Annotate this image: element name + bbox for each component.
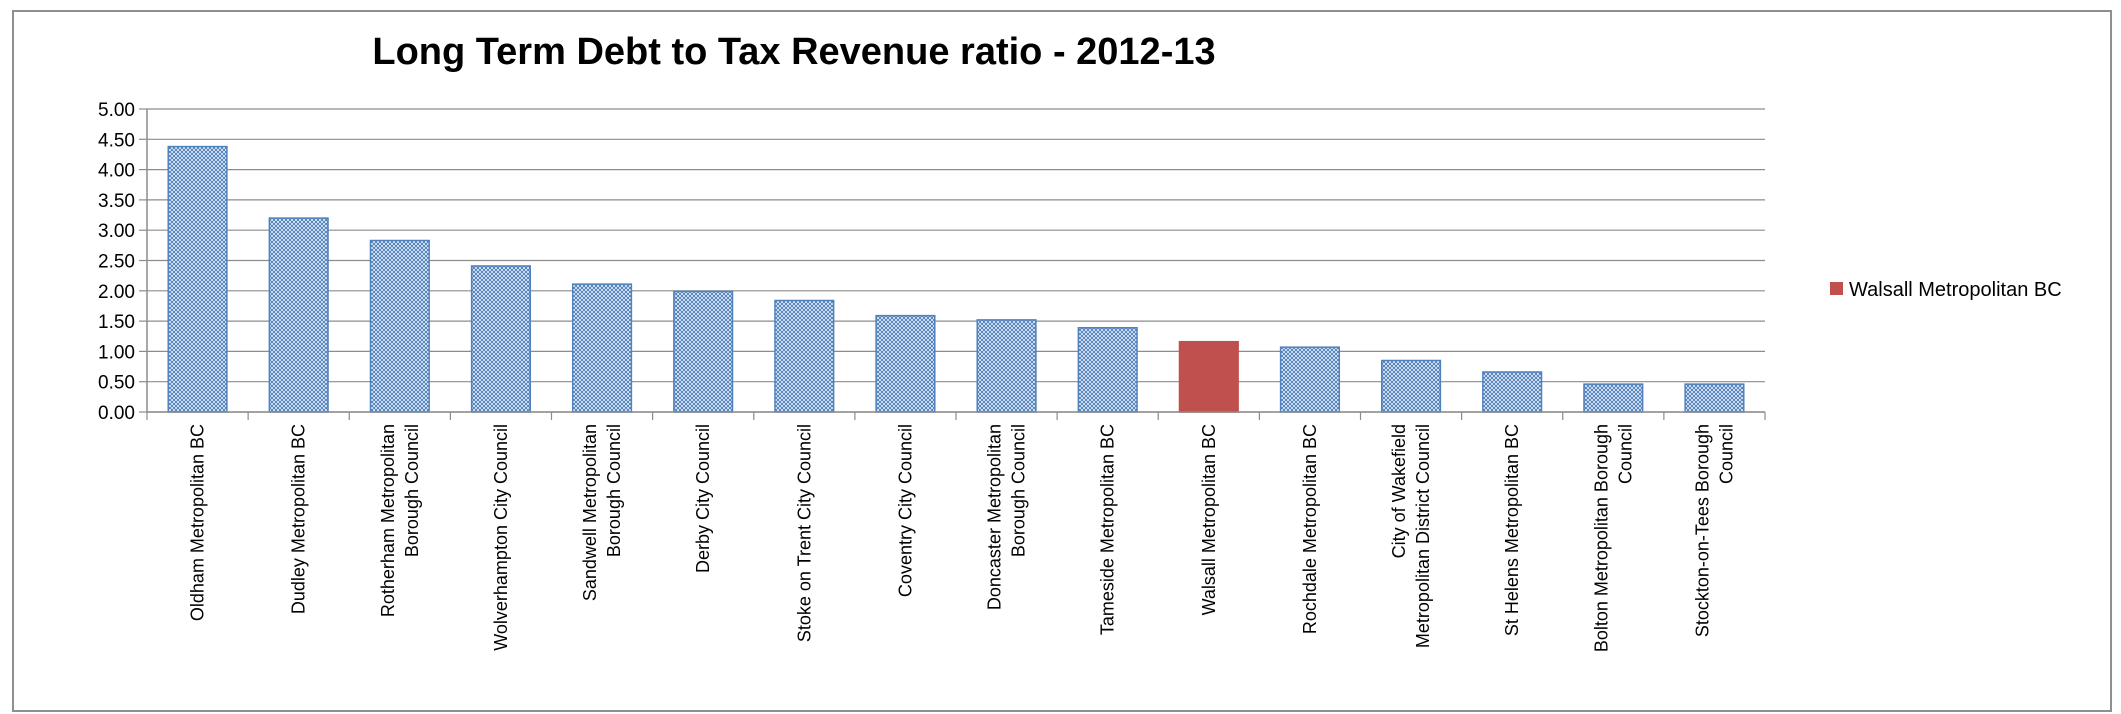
x-category-label: Sandwell Metropolitan Borough Council — [580, 424, 624, 601]
x-category-label-line: Council — [1615, 424, 1635, 484]
bars — [167, 145, 1745, 413]
bar-highlighted — [1178, 340, 1239, 413]
x-category-label: Bolton Metropolitan Borough Council — [1591, 424, 1635, 652]
x-category-label: Rotherham Metropolitan Borough Council — [378, 424, 422, 617]
bar — [774, 299, 835, 413]
x-category-label: Doncaster Metropolitan Borough Council — [985, 424, 1029, 610]
y-tick-label: 5.00 — [98, 100, 135, 121]
x-category-label: Oldham Metropolitan BC — [188, 424, 208, 621]
x-category-label: Derby City Council — [693, 424, 713, 573]
bar — [1684, 383, 1745, 413]
x-category-label: St Helens Metropolitan BC — [1502, 424, 1522, 636]
x-category-label: Stockton-on-Tees Borough Council — [1692, 424, 1736, 637]
x-category-label-line: Coventry City Council — [895, 424, 915, 597]
bar — [1482, 371, 1543, 413]
x-category-label-line: Bolton Metropolitan Borough — [1591, 424, 1611, 652]
x-category-label-line: Derby City Council — [693, 424, 713, 573]
x-category-label-line: Stockton-on-Tees Borough — [1692, 424, 1712, 637]
legend-swatch — [1830, 282, 1843, 295]
legend: Walsall Metropolitan BC — [1830, 279, 2062, 301]
bar — [673, 290, 734, 413]
bar — [470, 265, 532, 413]
x-category-label-line: Metropolitan District Council — [1413, 424, 1433, 648]
bar — [369, 239, 430, 413]
x-category-label-line: Borough Council — [1009, 424, 1029, 557]
x-category-label: Dudley Metropolitan BC — [289, 424, 309, 614]
x-category-label: Walsall Metropolitan BC — [1199, 424, 1219, 615]
x-category-label-line: Walsall Metropolitan BC — [1199, 424, 1219, 615]
y-tick-label: 0.00 — [98, 403, 135, 424]
x-category-label-line: Rochdale Metropolitan BC — [1300, 424, 1320, 634]
bar — [1583, 383, 1644, 413]
chart-frame: Long Term Debt to Tax Revenue ratio - 20… — [12, 10, 2112, 712]
x-category-label-line: Borough Council — [402, 424, 422, 557]
y-tick-label: 4.50 — [98, 130, 135, 151]
x-category-label-line: Tameside Metropolitan BC — [1098, 424, 1118, 635]
bar — [1077, 327, 1138, 413]
bar — [268, 217, 329, 413]
x-category-label-line: Wolverhampton City Council — [491, 424, 511, 651]
y-tick-label: 1.50 — [98, 312, 135, 333]
x-axis-labels: Oldham Metropolitan BC Dudley Metropolita… — [188, 424, 1737, 652]
bar — [571, 283, 633, 413]
y-tick-label: 0.50 — [98, 373, 135, 394]
y-tick-label: 4.00 — [98, 161, 135, 182]
bar-chart: Long Term Debt to Tax Revenue ratio - 20… — [98, 31, 2062, 652]
x-category-label-line: St Helens Metropolitan BC — [1502, 424, 1522, 636]
x-category-label-line: Doncaster Metropolitan — [985, 424, 1005, 610]
x-category-label-line: Dudley Metropolitan BC — [289, 424, 309, 614]
x-category-label: Rochdale Metropolitan BC — [1300, 424, 1320, 634]
y-tick-label: 3.50 — [98, 191, 135, 212]
bar — [167, 145, 228, 413]
x-category-label: Stoke on Trent City Council — [794, 424, 814, 642]
x-category-label-line: City of Wakefield — [1389, 424, 1409, 558]
y-tick-label: 3.00 — [98, 221, 135, 242]
y-tick-label: 2.50 — [98, 252, 135, 273]
x-category-label: Coventry City Council — [895, 424, 915, 597]
x-category-label: Tameside Metropolitan BC — [1098, 424, 1118, 635]
x-category-label: City of Wakefield Metropolitan District C… — [1389, 424, 1433, 648]
axes — [146, 109, 1766, 420]
x-category-label-line: Stoke on Trent City Council — [794, 424, 814, 642]
bar — [976, 319, 1037, 413]
x-category-label-line: Sandwell Metropolitan — [580, 424, 600, 601]
x-category-label-line: Rotherham Metropolitan — [378, 424, 398, 617]
bar — [875, 314, 936, 413]
x-category-label-line: Oldham Metropolitan BC — [188, 424, 208, 621]
x-category-label: Wolverhampton City Council — [491, 424, 511, 651]
x-category-label-line: Borough Council — [604, 424, 624, 557]
y-tick-label: 1.00 — [98, 342, 135, 363]
chart-title: Long Term Debt to Tax Revenue ratio - 20… — [372, 31, 1215, 73]
x-category-label-line: Council — [1716, 424, 1736, 484]
legend-label: Walsall Metropolitan BC — [1849, 279, 2062, 301]
y-axis-ticks: 0.00 0.50 1.00 1.50 2.00 2.50 3.00 3.50 4.00 4.50… — [98, 100, 147, 424]
bar — [1380, 359, 1442, 413]
y-tick-label: 2.00 — [98, 282, 135, 303]
bar — [1279, 346, 1341, 413]
